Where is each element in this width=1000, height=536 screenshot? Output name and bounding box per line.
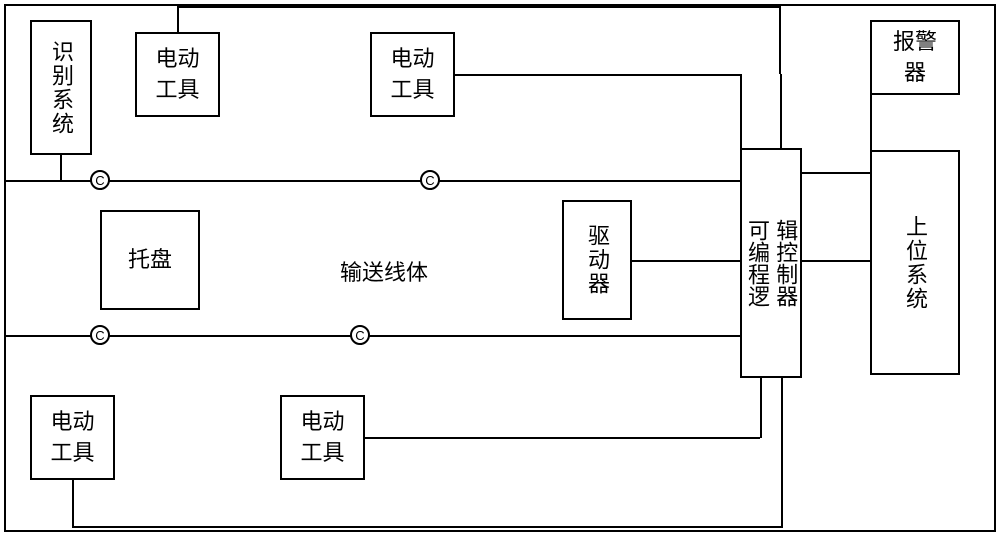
- wire-19: [780, 74, 782, 148]
- alarm-box: 报警器: [870, 20, 960, 95]
- tool_bot_left-box: 电动工具: [30, 395, 115, 480]
- wire-14: [72, 480, 74, 526]
- wire-2: [177, 6, 779, 8]
- recognition-label: 识别系统: [45, 40, 77, 136]
- sensor-3: C: [350, 325, 370, 345]
- tool_top_left-label: 电动工具: [155, 44, 199, 106]
- pallet-label: 托盘: [128, 245, 172, 276]
- wire-16: [781, 378, 783, 528]
- wire-8: [802, 260, 870, 262]
- wire-15: [72, 526, 781, 528]
- wire-3: [455, 74, 740, 76]
- sensor-1: C: [420, 170, 440, 190]
- diagram-container: 识别系统电动工具电动工具报警器托盘驱动器可编程逻辑控制器上位系统电动工具电动工具…: [0, 0, 1000, 536]
- wire-1: [177, 6, 179, 32]
- tool_top_left-box: 电动工具: [135, 32, 220, 117]
- tool_bot_left-label: 电动工具: [50, 407, 94, 469]
- pallet-box: 托盘: [100, 210, 200, 310]
- host-label: 上位系统: [899, 215, 931, 311]
- host-box: 上位系统: [870, 150, 960, 375]
- tool_bot_right-box: 电动工具: [280, 395, 365, 480]
- recognition-box: 识别系统: [30, 20, 92, 155]
- alarm-label: 报警器: [893, 27, 937, 89]
- wire-0: [60, 155, 62, 181]
- conveyor-bottom_line: [4, 335, 742, 337]
- driver-box: 驱动器: [562, 200, 632, 320]
- wire-5: [740, 74, 742, 148]
- wire-17: [365, 437, 760, 439]
- tool_top_right-box: 电动工具: [370, 32, 455, 117]
- wire-9: [632, 260, 740, 262]
- wire-6: [802, 172, 870, 174]
- tool_bot_right-label: 电动工具: [300, 407, 344, 469]
- sensor-2: C: [90, 325, 110, 345]
- conveyor-top_line: [4, 180, 742, 182]
- wire-4: [779, 6, 781, 74]
- tool_top_right-label: 电动工具: [390, 44, 434, 106]
- conveyor-label: 输送线体: [340, 255, 428, 287]
- sensor-0: C: [90, 170, 110, 190]
- plc-box: 可编程逻辑控制器: [740, 148, 802, 378]
- wire-18: [760, 378, 762, 438]
- plc-label: 可编程逻辑控制器: [745, 219, 797, 307]
- driver-label: 驱动器: [581, 224, 613, 296]
